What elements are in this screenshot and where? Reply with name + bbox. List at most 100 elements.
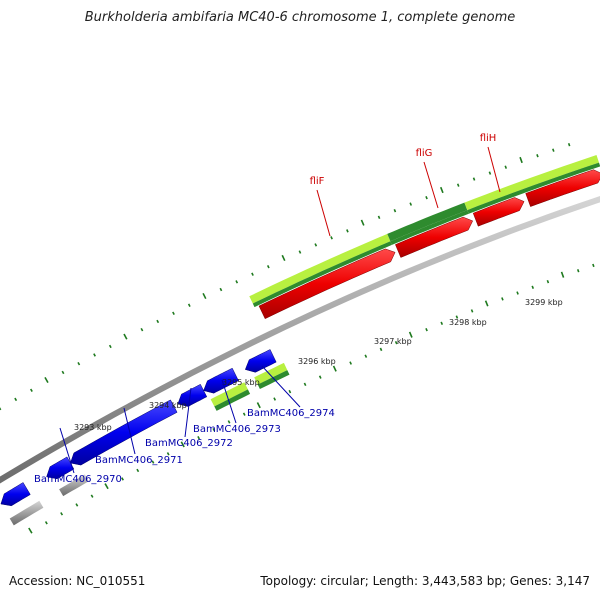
tick-minor <box>187 303 191 307</box>
gene-label-fliF: fliF <box>310 176 325 187</box>
tick-minor <box>536 154 539 158</box>
tick-minor <box>90 494 94 498</box>
tick-minor <box>227 420 231 424</box>
tick-major <box>484 300 489 307</box>
tick-minor <box>377 215 381 219</box>
tick-minor <box>242 412 246 416</box>
forward-gene-bar <box>387 202 468 242</box>
tick-major <box>360 219 365 226</box>
tick-major <box>332 365 337 372</box>
tick-minor <box>197 435 201 440</box>
tick-major <box>408 331 413 338</box>
tick-minor <box>166 452 170 456</box>
tick-minor <box>379 347 383 352</box>
tick-minor <box>440 321 444 325</box>
tick-minor <box>44 521 48 525</box>
forward-gene-bar <box>249 233 391 304</box>
tick-minor <box>156 319 160 324</box>
tick-minor <box>501 297 504 301</box>
tick-minor <box>298 250 302 254</box>
tick-minor <box>349 361 352 365</box>
label-leader <box>184 387 192 438</box>
tick-minor <box>235 280 239 284</box>
reverse-gene-gray <box>9 500 44 526</box>
tick-minor <box>14 397 18 402</box>
reverse-cds-arrow <box>0 482 31 507</box>
tick-minor <box>251 272 254 276</box>
tick-major <box>519 156 523 164</box>
tick-minor <box>552 148 555 152</box>
tick-minor <box>516 291 519 295</box>
tick-minor <box>140 327 144 332</box>
tick-minor <box>77 361 81 366</box>
tick-minor <box>455 315 459 319</box>
tick-minor <box>393 208 397 213</box>
tick-minor <box>266 265 270 269</box>
tick-minor <box>456 183 460 187</box>
gene-label-BamMC406_2972: BamMC406_2972 <box>145 438 233 449</box>
label-leader <box>59 427 75 474</box>
gene-label-fliG: fliG <box>416 148 433 159</box>
tick-minor <box>470 309 474 313</box>
label-leader <box>221 379 237 424</box>
tick-minor <box>425 196 428 200</box>
tick-minor <box>318 375 322 379</box>
tick-major <box>180 441 185 448</box>
gene-label-BamMC406_2971: BamMC406_2971 <box>95 455 183 466</box>
scale-tick-label: 3294 kbp <box>149 401 187 410</box>
tick-minor <box>219 287 223 292</box>
tick-minor <box>60 512 64 516</box>
tick-minor <box>108 344 112 349</box>
tick-minor <box>576 269 580 273</box>
reverse-gene-gray <box>59 474 89 497</box>
tick-minor <box>472 177 476 181</box>
gene-label-fliH: fliH <box>480 133 497 144</box>
tick-minor <box>592 263 595 268</box>
tick-minor <box>0 407 2 411</box>
gene-label-BamMC406_2973: BamMC406_2973 <box>193 424 281 435</box>
reverse-cds-arrow <box>244 349 277 373</box>
tick-minor <box>121 477 124 481</box>
gene-label-BamMC406_2970: BamMC406_2970 <box>34 474 122 485</box>
tick-minor <box>567 143 571 147</box>
reverse-gene-bar-shadow <box>214 389 251 411</box>
tick-major <box>44 376 49 383</box>
tick-major <box>202 292 207 300</box>
scale-tick-label: 3296 kbp <box>298 357 336 366</box>
forward-cds-arrow <box>258 248 396 320</box>
tick-minor <box>288 389 292 394</box>
tick-minor <box>273 397 277 401</box>
label-leader <box>487 146 501 193</box>
tick-major <box>28 527 33 534</box>
label-leader <box>123 407 136 455</box>
accession-text: Accession: NC_010551 <box>9 574 146 588</box>
tick-major <box>104 483 109 490</box>
tick-minor <box>546 279 550 284</box>
tick-minor <box>93 353 96 357</box>
topology-text: Topology: circular; Length: 3,443,583 bp… <box>260 574 590 588</box>
forward-gene-bar-shadow <box>390 210 469 245</box>
tick-minor <box>330 236 333 240</box>
gene-label-BamMC406_2974: BamMC406_2974 <box>247 408 335 419</box>
forward-cds-arrow <box>395 216 474 258</box>
forward-cds-arrow <box>472 197 525 227</box>
tick-minor <box>29 388 33 392</box>
tick-minor <box>136 468 140 473</box>
tick-major <box>439 186 444 194</box>
scale-tick-label: 3299 kbp <box>525 298 563 307</box>
scale-tick-label: 3293 kbp <box>74 423 112 432</box>
forward-gene-bar-shadow <box>252 241 392 308</box>
tick-minor <box>61 370 65 375</box>
tick-minor <box>212 428 216 432</box>
scale-tick-label: 3297 kbp <box>374 337 412 346</box>
label-leader <box>316 189 331 237</box>
tick-major <box>123 333 128 340</box>
tick-minor <box>75 503 79 507</box>
tick-minor <box>346 229 349 233</box>
tick-minor <box>151 460 155 464</box>
forward-gene-bar-shadow <box>467 162 600 214</box>
tick-minor <box>364 354 368 358</box>
tick-minor <box>504 165 508 169</box>
tick-minor <box>488 171 492 175</box>
